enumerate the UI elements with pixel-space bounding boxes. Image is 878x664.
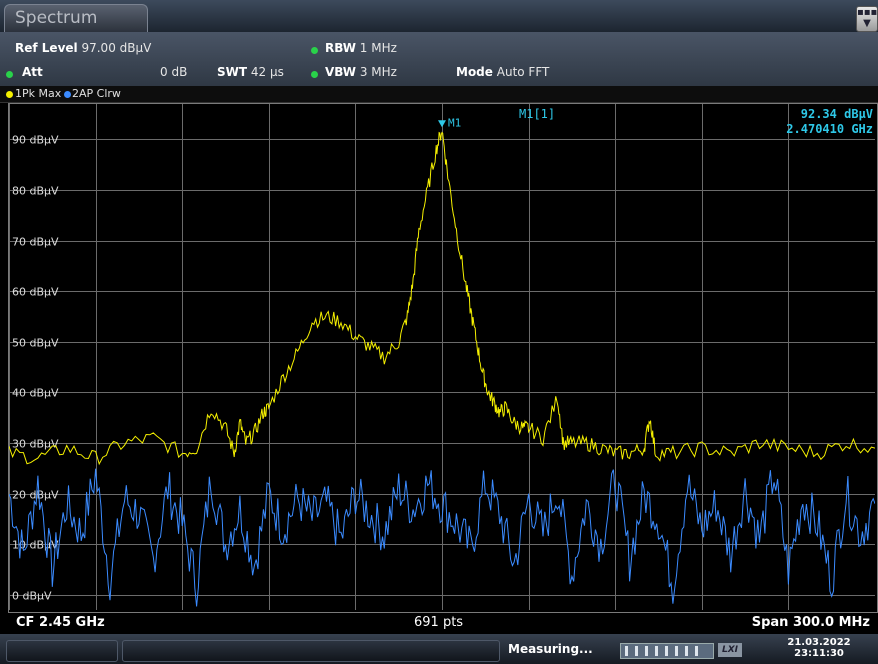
y-tick-label: 40 dBµV xyxy=(12,387,59,400)
lxi-icon: LXI xyxy=(718,643,742,657)
y-tick-label: 80 dBµV xyxy=(12,185,59,198)
marker-m1-short-label: M1 xyxy=(448,116,461,129)
sweep-points: 691 pts xyxy=(414,615,464,630)
ref-level[interactable]: Ref Level 97.00 dBµV xyxy=(15,41,151,55)
vbw[interactable]: VBW 3 MHz xyxy=(325,65,397,79)
y-tick-label: 50 dBµV xyxy=(12,337,59,350)
trace2-dot-icon xyxy=(64,91,71,98)
mode[interactable]: Mode Auto FFT xyxy=(456,65,549,79)
rbw-indicator-icon xyxy=(311,47,318,54)
mode-value: Auto FFT xyxy=(496,65,550,79)
trace-2ap-clrw xyxy=(9,468,875,607)
rbw-label: RBW xyxy=(325,41,356,55)
y-tick-label: 20 dBµV xyxy=(12,489,59,502)
span[interactable]: Span 300.0 MHz xyxy=(751,615,870,630)
att-value[interactable]: 0 dB xyxy=(160,65,188,79)
grid xyxy=(9,104,875,610)
settings-header: Ref Level 97.00 dBµV RBW 1 MHz Att 0 dB … xyxy=(0,32,878,86)
tab-spectrum[interactable]: Spectrum xyxy=(4,4,148,33)
att-indicator-icon xyxy=(6,71,13,78)
trace-legend: 1Pk Max 2AP Clrw xyxy=(0,86,878,103)
marker-m1-triangle-icon xyxy=(438,120,446,128)
marker-frequency: 2.470410 GHz xyxy=(786,122,873,136)
vbw-label: VBW xyxy=(325,65,357,79)
measuring-status: Measuring... xyxy=(508,642,593,656)
plot-footer: CF 2.45 GHz 691 pts Span 300.0 MHz xyxy=(8,612,876,633)
time: 23:11:30 xyxy=(794,648,844,659)
menu-icon[interactable]: ▪▪▪ ▼ xyxy=(856,6,878,32)
trace-1pk-max xyxy=(9,131,875,466)
vbw-value: 3 MHz xyxy=(359,65,397,79)
trace2-label[interactable]: 2AP Clrw xyxy=(72,87,121,100)
sweep-progress xyxy=(620,643,714,659)
swt-label: SWT xyxy=(217,65,248,79)
datetime: 21.03.2022 23:11:30 xyxy=(784,637,854,659)
y-tick-label: 90 dBµV xyxy=(12,134,59,147)
att-label: Att xyxy=(22,65,43,79)
rbw[interactable]: RBW 1 MHz xyxy=(325,41,397,55)
y-tick-label: 70 dBµV xyxy=(12,236,59,249)
ref-level-label: Ref Level xyxy=(15,41,78,55)
status-segment-1 xyxy=(6,640,118,662)
trace1-label[interactable]: 1Pk Max xyxy=(15,87,62,100)
vbw-indicator-icon xyxy=(311,71,318,78)
trace1-dot-icon xyxy=(6,91,13,98)
center-frequency[interactable]: CF 2.45 GHz xyxy=(16,615,105,630)
mode-label: Mode xyxy=(456,65,493,79)
ref-level-value: 97.00 dBµV xyxy=(81,41,152,55)
y-tick-label: 30 dBµV xyxy=(12,438,59,451)
y-tick-labels: 90 dBµV 80 dBµV 70 dBµV 60 dBµV 50 dBµV 40 dB… xyxy=(12,134,59,603)
spectrum-plot[interactable]: 90 dBµV 80 dBµV 70 dBµV 60 dBµV 50 dBµV 40 dB… xyxy=(9,104,875,610)
tab-bar: Spectrum ▪▪▪ ▼ xyxy=(0,0,878,33)
att-label-text: Att xyxy=(22,65,43,79)
swt-value: 42 µs xyxy=(250,65,284,79)
marker-m1: M1 xyxy=(438,116,461,129)
y-tick-label: 0 dBµV xyxy=(12,590,52,603)
date: 21.03.2022 xyxy=(787,637,851,648)
swt[interactable]: SWT 42 µs xyxy=(217,65,284,79)
tab-spectrum-label: Spectrum xyxy=(15,8,98,28)
y-tick-label: 60 dBµV xyxy=(12,286,59,299)
marker-name: M1[1] xyxy=(519,107,555,121)
status-segment-2 xyxy=(122,640,500,662)
marker-level: 92.34 dBµV xyxy=(801,107,873,121)
rbw-value: 1 MHz xyxy=(359,41,397,55)
status-bar: Measuring... LXI 21.03.2022 23:11:30 xyxy=(0,634,878,664)
